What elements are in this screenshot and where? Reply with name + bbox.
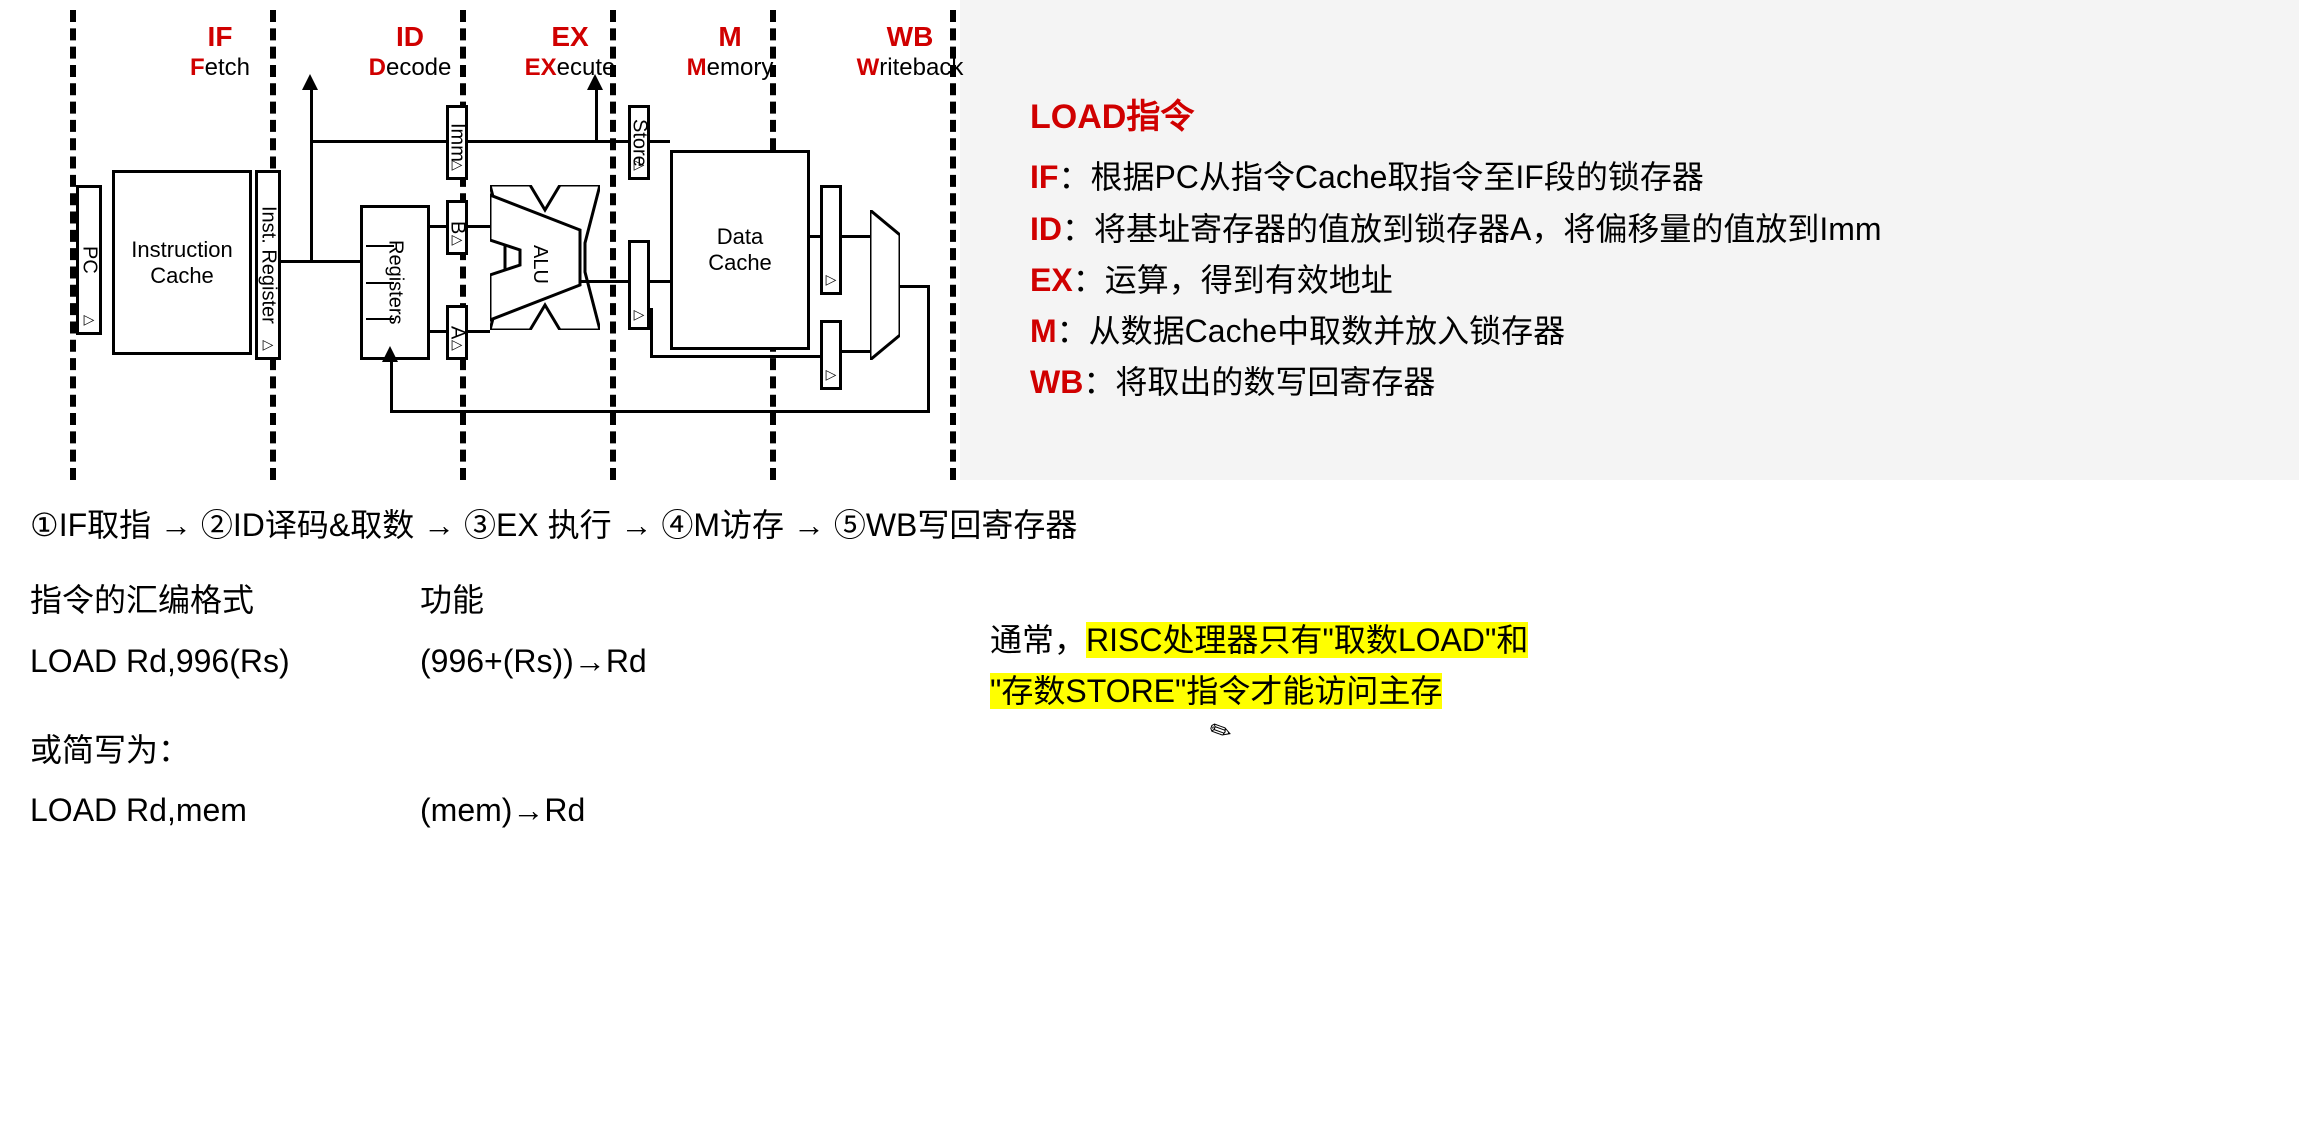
store-latch: Store▷: [628, 105, 650, 180]
wire: [842, 235, 870, 238]
wire: [650, 280, 670, 283]
imm-latch: Imm▷: [446, 105, 468, 180]
annotation-title: LOAD指令: [1030, 90, 2270, 144]
risc-note: 通常，RISC处理器只有"取数LOAD"和 "存数STORE"指令才能访问主存: [990, 615, 1740, 717]
asm-header-right: 功能: [420, 570, 820, 631]
wire: [310, 90, 313, 263]
wire: [468, 225, 490, 228]
alu-out-latch: ▷: [628, 240, 650, 330]
stage-label-if: IF Fetch: [160, 20, 280, 82]
arrowhead-up-icon: [382, 346, 398, 362]
stage-abbr: EX: [510, 20, 630, 54]
wb-latch-2: ▷: [820, 320, 842, 390]
wire: [842, 350, 870, 353]
stage-labels-row: IF Fetch ID Decode EX EXecute M Memory W…: [70, 20, 970, 90]
pipeline-diagram: IF Fetch ID Decode EX EXecute M Memory W…: [30, 10, 990, 490]
stage-label-m: M Memory: [670, 20, 790, 82]
wb-mux: [870, 210, 900, 360]
stage-abbr: IF: [160, 20, 280, 54]
stage-label-ex: EX EXecute: [510, 20, 630, 82]
data-cache-block: Data Cache: [670, 150, 810, 350]
stage-full: Decode: [350, 54, 470, 83]
wire: [430, 225, 446, 228]
stage-full: Memory: [670, 54, 790, 83]
stage-full: Writeback: [840, 54, 980, 83]
instruction-cache-block: Instruction Cache: [112, 170, 252, 355]
wire: [650, 308, 653, 358]
wb-latch-1: ▷: [820, 185, 842, 295]
note-highlight-2: "存数STORE"指令才能访问主存: [990, 673, 1442, 709]
pipeline-flow-text: ①IF取指 → ②ID译码&取数 → ③EX 执行 → ④M访存 → ⑤WB写回…: [30, 500, 1077, 546]
note-prefix: 通常，: [990, 622, 1086, 658]
wire: [430, 330, 446, 333]
stage-label-id: ID Decode: [350, 20, 470, 82]
annotation-row: IF：根据PC从指令Cache取指令至IF段的锁存器: [1030, 152, 2270, 203]
stage-label-wb: WB Writeback: [840, 20, 980, 82]
arrowhead-up-icon: [587, 74, 603, 90]
a-latch: A▷: [446, 305, 468, 360]
pen-cursor-icon: ✎: [1204, 713, 1237, 750]
annotation-row: M：从数据Cache中取数并放入锁存器: [1030, 306, 2270, 357]
wire: [310, 260, 360, 263]
asm-row1-right: (996+(Rs))→Rd: [420, 631, 820, 692]
stage-full: Fetch: [160, 54, 280, 83]
wire: [580, 280, 628, 283]
pc-latch: PC▷: [76, 185, 102, 335]
wire: [390, 410, 930, 413]
annotation-row: WB：将取出的数写回寄存器: [1030, 357, 2270, 408]
annotation-row: EX：运算，得到有效地址: [1030, 255, 2270, 306]
stage-abbr: M: [670, 20, 790, 54]
wire: [650, 355, 820, 358]
wire: [468, 330, 490, 333]
instruction-register-latch: Inst. Register▷: [255, 170, 281, 360]
wire: [650, 140, 670, 143]
wire: [810, 235, 820, 238]
wire: [595, 90, 598, 143]
wire: [310, 140, 446, 143]
b-latch: B▷: [446, 200, 468, 255]
asm-func-column: 功能 (996+(Rs))→Rd (mem)→Rd: [420, 570, 820, 841]
stage-abbr: ID: [350, 20, 470, 54]
load-annotations: LOAD指令 IF：根据PC从指令Cache取指令至IF段的锁存器 ID：将基址…: [1030, 90, 2270, 408]
registers-block: Registers: [360, 205, 430, 360]
wire: [390, 360, 393, 413]
alu-block: ALU: [490, 185, 600, 330]
stage-abbr: WB: [840, 20, 980, 54]
wire: [900, 285, 930, 288]
asm-row2-right: (mem)→Rd: [420, 780, 820, 841]
wire: [468, 140, 598, 143]
stage-full: EXecute: [510, 54, 630, 83]
annotation-row: ID：将基址寄存器的值放到锁存器A，将偏移量的值放到Imm: [1030, 204, 2270, 255]
wire: [595, 140, 628, 143]
wire: [927, 285, 930, 413]
note-highlight-1: RISC处理器只有"取数LOAD"和: [1086, 622, 1528, 658]
arrowhead-up-icon: [302, 74, 318, 90]
